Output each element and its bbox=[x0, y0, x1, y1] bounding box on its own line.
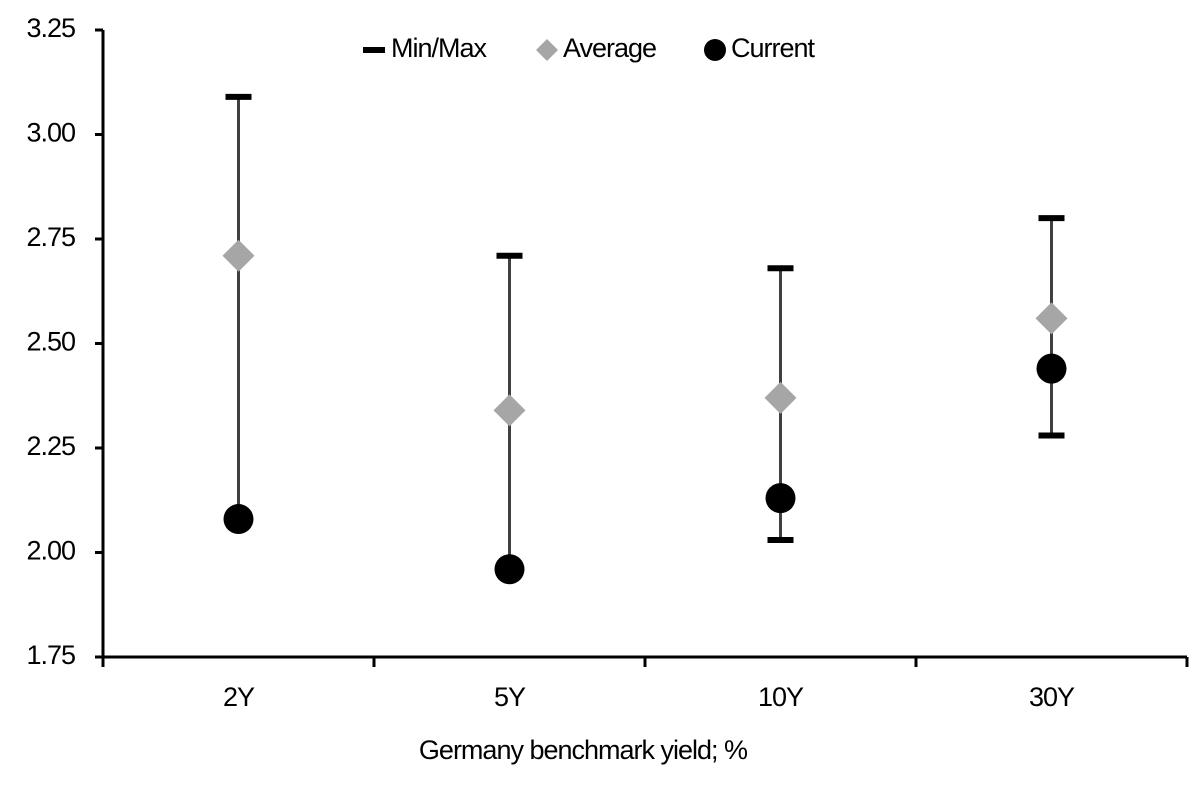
y-tick-label: 2.75 bbox=[26, 222, 75, 252]
average-marker bbox=[1035, 302, 1068, 335]
legend-swatch bbox=[536, 39, 558, 61]
x-axis-title: Germany benchmark yield; % bbox=[419, 735, 748, 765]
current-marker bbox=[494, 554, 525, 585]
x-tick-label: 30Y bbox=[1029, 682, 1075, 712]
legend-swatch bbox=[704, 39, 726, 61]
legend-label: Min/Max bbox=[391, 33, 488, 63]
x-tick-label: 5Y bbox=[494, 682, 526, 712]
y-tick-label: 3.00 bbox=[26, 118, 75, 148]
y-tick-label: 2.00 bbox=[26, 536, 75, 566]
average-marker bbox=[764, 381, 797, 414]
legend-label: Average bbox=[563, 33, 656, 63]
current-marker bbox=[1036, 353, 1067, 384]
current-marker bbox=[765, 483, 796, 514]
legend-label: Current bbox=[731, 33, 816, 63]
average-marker bbox=[493, 394, 526, 427]
y-tick-label: 2.50 bbox=[26, 327, 75, 357]
x-tick-label: 10Y bbox=[758, 682, 804, 712]
y-tick-label: 3.25 bbox=[26, 13, 75, 43]
average-marker bbox=[222, 239, 255, 272]
y-tick-label: 1.75 bbox=[26, 640, 75, 670]
x-tick-label: 2Y bbox=[223, 682, 255, 712]
current-marker bbox=[223, 504, 254, 535]
y-tick-label: 2.25 bbox=[26, 431, 75, 461]
